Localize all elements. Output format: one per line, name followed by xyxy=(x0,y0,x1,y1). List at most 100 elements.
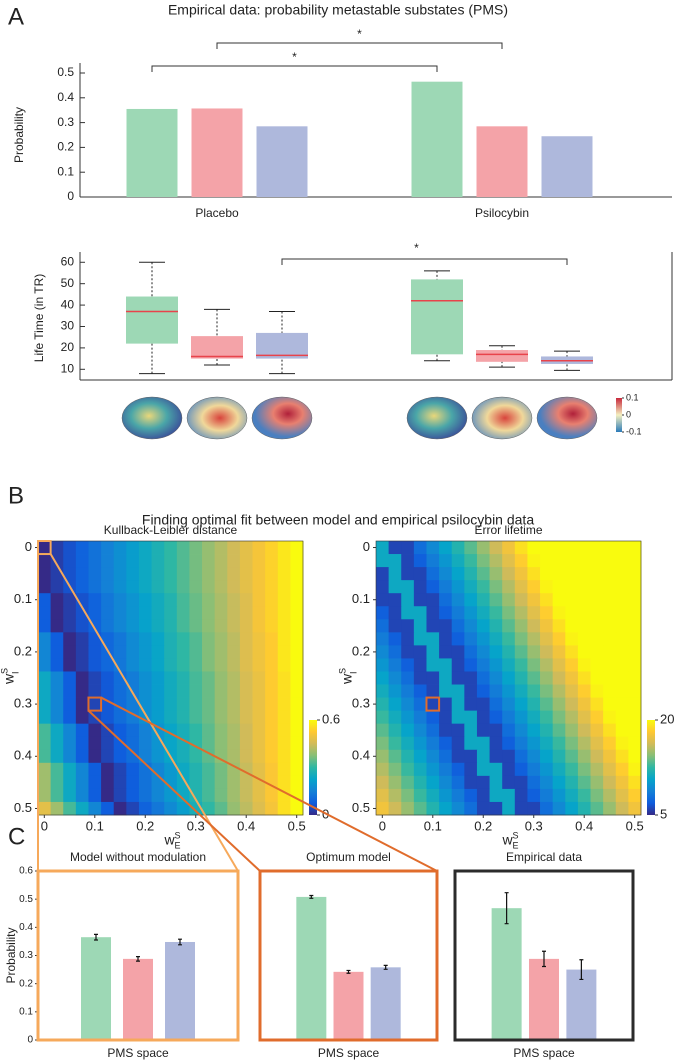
heatmap-cell xyxy=(502,801,516,816)
heatmap-cell xyxy=(527,619,541,633)
y-tick-label: 10 xyxy=(61,361,75,375)
error-bar xyxy=(94,933,98,941)
brain-map xyxy=(251,396,313,440)
heatmap-cell xyxy=(552,788,566,803)
heatmap-cell xyxy=(176,684,190,698)
heatmap-cell xyxy=(413,762,427,777)
heatmap-cell xyxy=(439,645,453,659)
bar xyxy=(81,937,111,1040)
bar xyxy=(541,136,593,197)
heatmap-cell xyxy=(227,775,241,790)
heatmap-cell xyxy=(138,593,152,607)
heatmap-cell xyxy=(63,775,77,790)
heatmap-cell xyxy=(603,723,617,738)
heatmap-cell xyxy=(252,723,266,738)
heatmap-cell xyxy=(252,541,266,555)
heatmap-cell xyxy=(451,788,465,803)
heatmap-cell xyxy=(527,788,541,803)
heatmap-cell xyxy=(202,554,216,568)
y-axis-label: Probability xyxy=(4,927,18,983)
heatmap-cell xyxy=(290,658,304,672)
x-tick-label: Placebo xyxy=(195,206,239,220)
heatmap-cell xyxy=(239,775,253,790)
heatmap-cell xyxy=(126,697,140,712)
heatmap-cell xyxy=(388,658,402,672)
heatmap-cell xyxy=(151,788,165,803)
heatmap-cell xyxy=(101,541,115,555)
heatmap-cell xyxy=(552,567,566,581)
heatmap-cell xyxy=(265,775,279,790)
heatmap-cell xyxy=(590,736,604,751)
heatmap-cell xyxy=(277,658,291,672)
heatmap-cell xyxy=(239,801,253,816)
heatmap-cell xyxy=(413,658,427,672)
heatmap-cell xyxy=(88,697,102,712)
heatmap-cell xyxy=(113,645,127,659)
heatmap-cell xyxy=(514,723,528,738)
heatmap-cell xyxy=(75,788,89,803)
heatmap-cell xyxy=(628,684,642,698)
heatmap-cell xyxy=(138,606,152,620)
heatmap-cell xyxy=(239,697,253,712)
heatmap-cell xyxy=(388,645,402,659)
x-tick-label: 0.5 xyxy=(288,818,306,833)
heatmap-cell xyxy=(138,541,152,555)
heatmap-cell xyxy=(552,710,566,725)
heatmap-cell xyxy=(552,554,566,568)
heatmap-cell xyxy=(101,801,115,816)
heatmap-cell xyxy=(502,736,516,751)
heatmap-cell xyxy=(565,658,579,672)
heatmap-cell xyxy=(439,723,453,738)
x-tick-label: 0.1 xyxy=(424,818,442,833)
heatmap-cell xyxy=(239,541,253,555)
heatmap-cell xyxy=(603,710,617,725)
x-tick-label: Psilocybin xyxy=(475,206,529,220)
heatmap-cell xyxy=(101,554,115,568)
heatmap-cell xyxy=(265,645,279,659)
heatmap-cell xyxy=(138,567,152,581)
x-axis-label: PMS space xyxy=(107,1046,169,1060)
heatmap-cell xyxy=(401,671,415,685)
heatmap-cell xyxy=(101,567,115,581)
heatmap-cell xyxy=(628,736,642,751)
heatmap-cell xyxy=(577,736,591,751)
y-tick-label: 0.1 xyxy=(14,591,32,606)
box xyxy=(126,296,178,344)
heatmap-cell xyxy=(239,684,253,698)
heatmap-cell xyxy=(577,541,591,555)
heatmap-cell xyxy=(252,788,266,803)
colorbar-tick-label: 5 xyxy=(660,806,667,821)
heatmap-cell xyxy=(628,541,642,555)
heatmap-cell xyxy=(476,723,490,738)
heatmap-cell xyxy=(277,593,291,607)
heatmap-cell xyxy=(628,801,642,816)
heatmap-cell xyxy=(202,632,216,646)
heatmap-cell xyxy=(239,567,253,581)
connector xyxy=(49,553,239,872)
heatmap-cell xyxy=(388,593,402,607)
heatmap-cell xyxy=(439,775,453,790)
y-tick-label: 0.6 xyxy=(19,866,33,877)
heatmap-cell xyxy=(413,567,427,581)
heatmap-cell xyxy=(489,541,503,555)
heatmap-cell xyxy=(615,658,629,672)
heatmap-cell xyxy=(189,619,203,633)
heatmap-cell xyxy=(101,762,115,777)
heatmap-cell xyxy=(502,567,516,581)
heatmap-cell xyxy=(388,697,402,712)
heatmap-cell xyxy=(590,762,604,777)
heatmap-cell xyxy=(577,788,591,803)
heatmap-cell xyxy=(552,606,566,620)
bar xyxy=(165,941,195,1040)
heatmap-cell xyxy=(413,606,427,620)
heatmap-cell xyxy=(451,632,465,646)
heatmap-cell xyxy=(552,593,566,607)
y-axis-label-sup: S xyxy=(0,668,9,674)
heatmap-cell xyxy=(603,775,617,790)
heatmap-cell xyxy=(590,684,604,698)
heatmap-cell xyxy=(388,762,402,777)
heatmap-cell xyxy=(88,749,102,764)
heatmap-cell xyxy=(628,710,642,725)
heatmap-cell xyxy=(101,606,115,620)
heatmap-cell xyxy=(376,580,390,594)
